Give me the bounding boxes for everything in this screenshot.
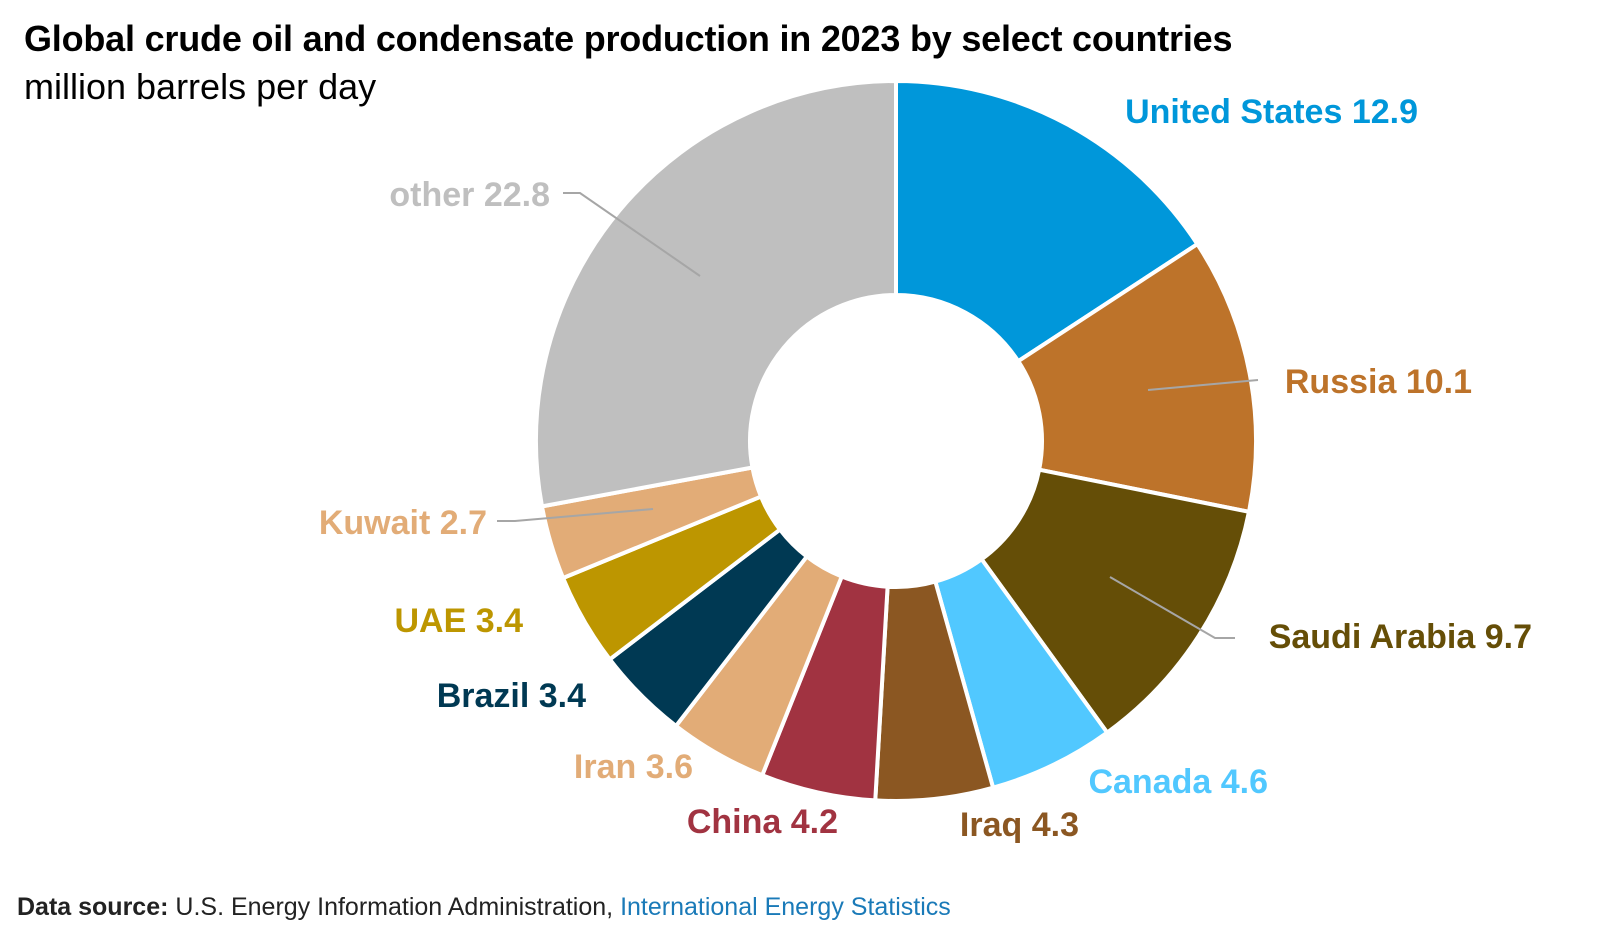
slice-label-iraq: Iraq 4.3 bbox=[960, 806, 1079, 844]
slice-label-china: China 4.2 bbox=[687, 803, 838, 841]
data-source-label: Data source: bbox=[17, 893, 169, 921]
chart-subtitle: million barrels per day bbox=[24, 66, 377, 107]
slice-label-russia: Russia 10.1 bbox=[1285, 363, 1472, 401]
leader-lines bbox=[497, 192, 1259, 639]
leader-line-other bbox=[563, 192, 701, 277]
slice-label-saudi-arabia: Saudi Arabia 9.7 bbox=[1269, 618, 1532, 656]
data-source-text: U.S. Energy Information Administration, bbox=[175, 893, 614, 921]
data-source-note: Data source: U.S. Energy Information Adm… bbox=[17, 893, 951, 922]
donut-chart: United States 12.9 Russia 10.1 Saudi Arabi… bbox=[318, 78, 1532, 844]
slice-label-canada: Canada 4.6 bbox=[1088, 763, 1268, 801]
chart-title: Global crude oil and condensate producti… bbox=[24, 18, 1233, 59]
slice-labels: United States 12.9 Russia 10.1 Saudi Arabi… bbox=[319, 93, 1532, 844]
slice-label-kuwait: Kuwait 2.7 bbox=[319, 504, 487, 542]
donut-slice-russia bbox=[1015, 241, 1258, 515]
slice-label-uae: UAE 3.4 bbox=[395, 602, 524, 640]
leader-line-kuwait bbox=[497, 508, 654, 522]
slice-label-other: other 22.8 bbox=[389, 176, 550, 214]
data-source-link[interactable]: International Energy Statistics bbox=[620, 893, 951, 921]
leader-line-saudi-arabia bbox=[1109, 576, 1235, 639]
donut-slice-saudi-arabia bbox=[978, 467, 1252, 736]
slice-label-brazil: Brazil 3.4 bbox=[437, 677, 586, 715]
slice-label-iran: Iran 3.6 bbox=[574, 748, 693, 786]
donut-slices bbox=[534, 78, 1258, 803]
leader-line-russia bbox=[1147, 379, 1259, 391]
slice-label-united-states: United States 12.9 bbox=[1125, 93, 1418, 131]
donut-slice-other bbox=[534, 78, 898, 509]
